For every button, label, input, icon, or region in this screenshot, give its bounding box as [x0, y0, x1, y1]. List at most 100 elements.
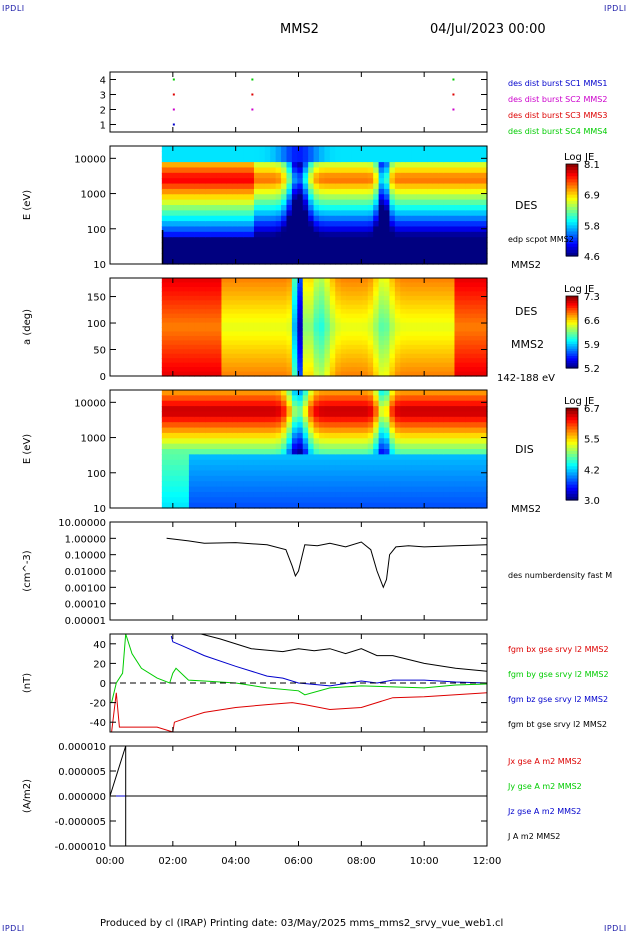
heatmap-cell	[411, 470, 418, 477]
heatmap-cell	[183, 318, 190, 324]
heatmap-cell	[167, 362, 174, 368]
heatmap-cell	[199, 406, 206, 413]
heatmap-cell	[172, 183, 179, 190]
heatmap-cell	[167, 231, 174, 238]
heatmap-cell	[481, 486, 488, 493]
heatmap-cell	[253, 327, 260, 333]
heatmap-cell	[384, 291, 391, 297]
heatmap-cell	[264, 309, 271, 315]
heatmap-cell	[253, 313, 260, 319]
heatmap-cell	[167, 183, 174, 190]
heatmap-cell	[243, 237, 250, 244]
heatmap-cell	[356, 183, 363, 190]
heatmap-cell	[172, 422, 179, 429]
heatmap-cell	[226, 278, 233, 284]
axis-label-y: (A/m2)	[22, 779, 33, 813]
heatmap-cell	[302, 322, 309, 328]
heatmap-cell	[194, 178, 201, 185]
heatmap-cell	[454, 406, 461, 413]
heatmap-cell	[297, 470, 304, 477]
heatmap-cell	[367, 481, 374, 488]
heatmap-cell	[237, 353, 244, 359]
heatmap-cell	[324, 443, 331, 450]
heatmap-cell	[194, 146, 201, 152]
heatmap-cell	[384, 367, 391, 373]
heatmap-cell	[281, 210, 288, 217]
heatmap-cell	[346, 331, 353, 337]
heatmap-cell	[161, 470, 168, 477]
heatmap-cell	[367, 340, 374, 346]
heatmap-cell	[281, 371, 288, 377]
heatmap-cell	[454, 331, 461, 337]
heatmap-cell	[194, 156, 201, 163]
heatmap-cell	[394, 327, 401, 333]
colorbar-cell	[566, 490, 578, 495]
heatmap-cell	[313, 491, 320, 498]
heatmap-cell	[438, 486, 445, 493]
heatmap-cell	[248, 497, 255, 504]
heatmap-cell	[243, 247, 250, 254]
heatmap-cell	[481, 335, 488, 341]
heatmap-cell	[400, 194, 407, 201]
heatmap-cell	[449, 221, 456, 228]
heatmap-cell	[443, 194, 450, 201]
heatmap-cell	[243, 481, 250, 488]
heatmap-cell	[210, 295, 217, 301]
heatmap-cell	[438, 331, 445, 337]
heatmap-cell	[248, 167, 255, 174]
heatmap-cell	[308, 199, 315, 206]
heatmap-cell	[389, 210, 396, 217]
heatmap-cell	[432, 167, 439, 174]
heatmap-cell	[421, 199, 428, 206]
heatmap-cell	[367, 258, 374, 265]
heatmap-cell	[405, 309, 412, 315]
heatmap-cell	[270, 486, 277, 493]
heatmap-cell	[427, 491, 434, 498]
heatmap-cell	[237, 172, 244, 179]
heatmap-cell	[216, 344, 223, 350]
heatmap-cell	[205, 411, 212, 418]
heatmap-cell	[210, 304, 217, 310]
heatmap-cell	[291, 194, 298, 201]
heatmap-cell	[270, 258, 277, 265]
heatmap-cell	[270, 183, 277, 190]
heatmap-cell	[427, 286, 434, 292]
heatmap-cell	[362, 331, 369, 337]
heatmap-cell	[308, 371, 315, 377]
heatmap-cell	[356, 497, 363, 504]
heatmap-cell	[373, 318, 380, 324]
heatmap-cell	[394, 318, 401, 324]
heatmap-cell	[183, 215, 190, 222]
heatmap-cell	[264, 427, 271, 434]
heatmap-cell	[389, 438, 396, 445]
heatmap-cell	[221, 395, 228, 402]
heatmap-cell	[432, 331, 439, 337]
heatmap-cell	[194, 210, 201, 217]
heatmap-cell	[438, 258, 445, 265]
heatmap-cell	[243, 422, 250, 429]
heatmap-cell	[167, 438, 174, 445]
heatmap-cell	[356, 470, 363, 477]
heatmap-cell	[459, 349, 466, 355]
heatmap-cell	[438, 491, 445, 498]
heatmap-cell	[324, 465, 331, 472]
heatmap-cell	[291, 188, 298, 195]
heatmap-cell	[443, 340, 450, 346]
heatmap-cell	[253, 353, 260, 359]
heatmap-cell	[400, 231, 407, 238]
heatmap-cell	[264, 459, 271, 466]
heatmap-cell	[183, 162, 190, 169]
heatmap-cell	[161, 367, 168, 373]
heatmap-cell	[421, 167, 428, 174]
heatmap-cell	[427, 406, 434, 413]
heatmap-cell	[481, 300, 488, 306]
heatmap-cell	[362, 449, 369, 455]
heatmap-cell	[400, 443, 407, 450]
heatmap-cell	[172, 231, 179, 238]
heatmap-cell	[476, 491, 483, 498]
heatmap-cell	[476, 358, 483, 364]
heatmap-cell	[416, 291, 423, 297]
heatmap-cell	[275, 313, 282, 319]
heatmap-cell	[319, 449, 326, 455]
